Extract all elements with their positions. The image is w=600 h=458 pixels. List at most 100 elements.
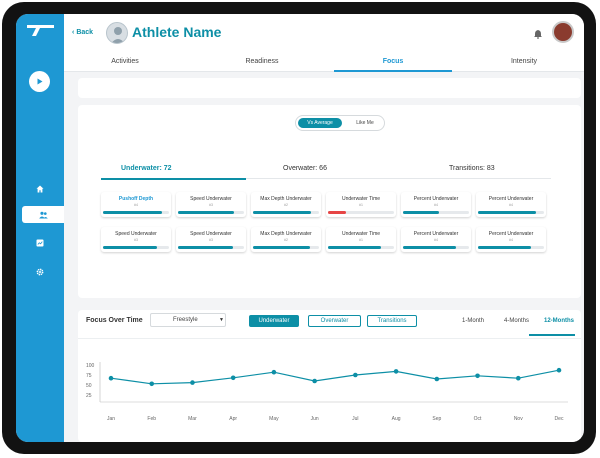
x-tick-label: May: [269, 416, 279, 422]
skill-rank: #4: [509, 238, 513, 242]
user-avatar[interactable]: [552, 21, 574, 43]
series-line: [110, 369, 560, 385]
skill-name: Underwater Time: [341, 231, 381, 237]
x-tick-label: Jun: [311, 416, 319, 422]
skill-rank: #2: [284, 238, 288, 242]
tab-intensity[interactable]: Intensity: [510, 58, 538, 65]
category-tabs: Underwater: 72 Overwater: 66 Transitions…: [101, 161, 551, 179]
toggle-vs-average[interactable]: Vs Average: [298, 118, 342, 128]
skill-progress-bar: [403, 211, 469, 214]
category-overwater[interactable]: Overwater: 66: [283, 165, 327, 172]
brand-logo: [27, 25, 54, 36]
skill-progress-bar: [328, 246, 394, 249]
data-point[interactable]: [475, 373, 480, 379]
nav-home[interactable]: [16, 180, 64, 197]
skill-rank: #1: [359, 203, 363, 207]
x-tick-label: Apr: [229, 416, 237, 422]
top-card: [78, 78, 581, 98]
toggle-like-me[interactable]: Like Me: [356, 120, 374, 126]
data-point[interactable]: [149, 381, 155, 387]
stroke-select[interactable]: Freestyle ▼: [150, 313, 226, 327]
tab-activities[interactable]: Activities: [111, 58, 139, 65]
x-tick-label: Mar: [188, 416, 197, 422]
x-tick-label: Jul: [352, 416, 358, 422]
nav-settings[interactable]: [16, 263, 64, 280]
skill-progress-fill: [478, 246, 531, 249]
focus-over-time-title: Focus Over Time: [86, 317, 143, 324]
skill-progress-fill: [103, 246, 158, 249]
data-point[interactable]: [271, 369, 277, 375]
nav-athletes[interactable]: [22, 206, 64, 223]
data-point[interactable]: [353, 372, 358, 378]
skill-tile[interactable]: Max Depth Underwater #2: [251, 227, 321, 252]
skill-progress-bar: [328, 211, 394, 214]
category-transitions[interactable]: Transitions: 83: [449, 165, 495, 172]
skill-rank: #2: [284, 203, 288, 207]
nav-reports[interactable]: [16, 234, 64, 251]
tab-focus[interactable]: Focus: [382, 58, 404, 65]
skill-progress-bar: [478, 246, 544, 249]
chevron-left-icon: ‹: [72, 29, 75, 36]
skill-rank: #3: [134, 238, 138, 242]
play-button[interactable]: [29, 71, 50, 92]
bell-icon[interactable]: [533, 29, 543, 39]
skill-grid: Pushoff Depth #4 Speed Underwater #3 Max Dep…: [101, 190, 551, 255]
skill-rank: #4: [434, 238, 438, 242]
metric-underwater-button[interactable]: Underwater: [249, 315, 299, 327]
metric-overwater-button[interactable]: Overwater: [308, 315, 361, 327]
category-underwater[interactable]: Underwater: 72: [121, 165, 172, 172]
skill-tile[interactable]: Speed Underwater #3: [101, 227, 171, 252]
skill-rank: #4: [434, 203, 438, 207]
skill-tile[interactable]: Percent Underwater #4: [476, 227, 546, 252]
data-point[interactable]: [393, 369, 399, 374]
skill-tile[interactable]: Pushoff Depth #4: [101, 192, 171, 217]
skill-rank: #4: [509, 203, 513, 207]
skill-tile[interactable]: Speed Underwater #3: [176, 192, 246, 217]
skill-tile[interactable]: Underwater Time #1: [326, 192, 396, 217]
skill-name: Max Depth Underwater: [260, 231, 312, 237]
skill-tile[interactable]: Underwater Time #1: [326, 227, 396, 252]
data-point[interactable]: [108, 375, 114, 381]
stroke-select-value: Freestyle: [173, 317, 198, 323]
play-icon: [37, 78, 43, 85]
skill-name: Percent Underwater: [488, 196, 534, 202]
data-point[interactable]: [434, 376, 440, 382]
gear-icon: [36, 268, 44, 275]
data-point[interactable]: [515, 375, 521, 381]
comparison-toggle[interactable]: Vs Average Like Me: [295, 115, 385, 131]
people-icon: [38, 211, 48, 218]
skill-rank: #1: [359, 238, 363, 242]
skill-progress-bar: [478, 211, 544, 214]
main-area: ‹ Back Athlete Name Activities Readiness…: [64, 14, 584, 442]
range-1-month[interactable]: 1-Month: [462, 318, 485, 324]
skill-name: Speed Underwater: [115, 231, 157, 237]
skill-progress-fill: [403, 246, 456, 249]
skill-progress-fill: [253, 246, 310, 249]
range-4-months[interactable]: 4-Months: [504, 318, 530, 324]
data-point[interactable]: [230, 375, 236, 381]
skill-progress-bar: [103, 246, 169, 249]
data-point[interactable]: [312, 378, 317, 384]
skill-rank: #4: [134, 203, 138, 207]
range-12-months[interactable]: 12-Months: [544, 318, 574, 324]
skill-tile[interactable]: Max Depth Underwater #2: [251, 192, 321, 217]
data-point[interactable]: [190, 380, 195, 385]
skill-progress-fill: [328, 246, 381, 249]
skill-progress-bar: [403, 246, 469, 249]
tab-readiness[interactable]: Readiness: [245, 58, 279, 65]
skills-card: Vs Average Like Me Underwater: 72 Overwa…: [78, 105, 581, 298]
tab-bar: Activities Readiness Focus Intensity: [64, 54, 584, 72]
metric-transitions-button[interactable]: Transitions: [367, 315, 417, 327]
skill-tile[interactable]: Percent Underwater #4: [476, 192, 546, 217]
data-point[interactable]: [556, 367, 562, 373]
skill-tile[interactable]: Speed Underwater #3: [176, 227, 246, 252]
x-tick-label: Jan: [107, 416, 115, 422]
skill-name: Pushoff Depth: [118, 196, 154, 202]
skill-progress-fill: [253, 211, 312, 214]
skill-progress-fill: [178, 246, 234, 249]
skill-tile[interactable]: Percent Underwater #4: [401, 192, 471, 217]
back-button[interactable]: ‹ Back: [72, 29, 93, 36]
sidebar: [16, 14, 64, 442]
skill-tile[interactable]: Percent Underwater #4: [401, 227, 471, 252]
x-tick-label: Sep: [432, 416, 441, 422]
